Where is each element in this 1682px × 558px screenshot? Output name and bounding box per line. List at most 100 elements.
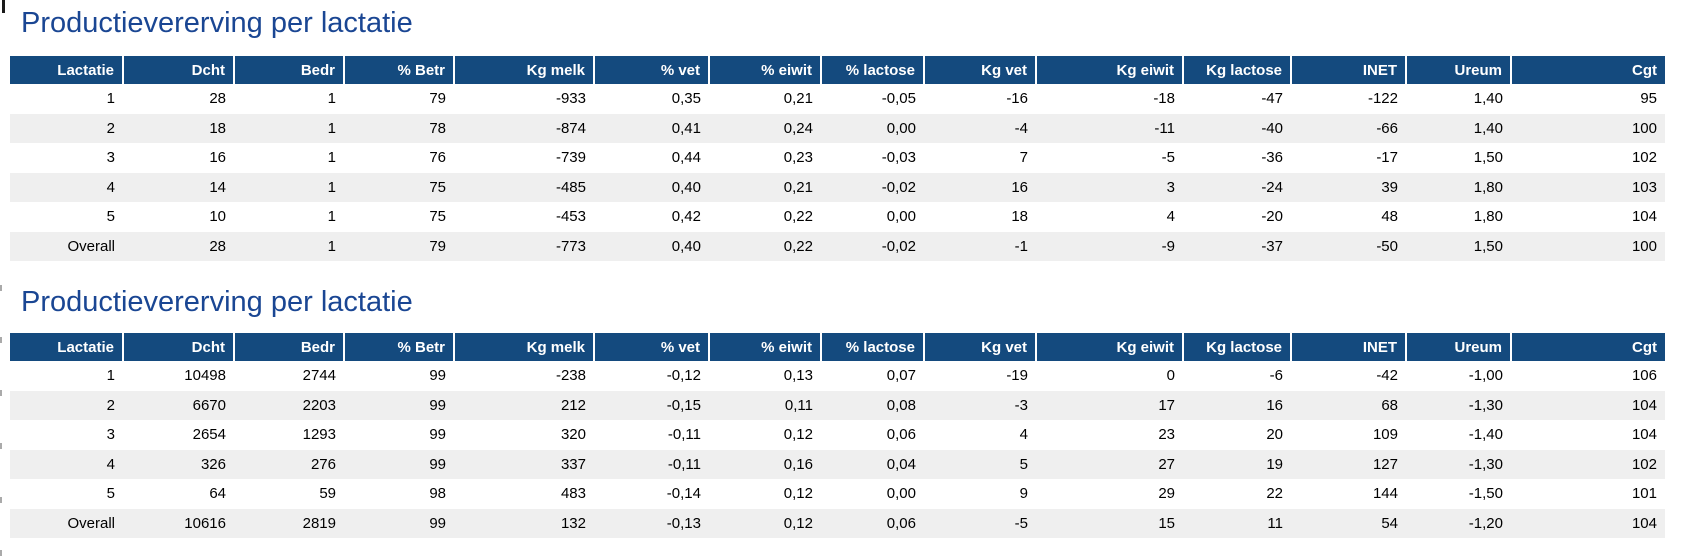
table-cell: -4: [1014, 119, 1028, 137]
table-cell: -0,11: [667, 455, 701, 473]
lactation-production-table-2: Lactatie Dcht Bedr% Betr Kg melk% vet% eiwi…: [10, 333, 1665, 538]
table-cell: 1: [327, 119, 336, 137]
column-header: Kg lactose: [1183, 333, 1292, 361]
scan-corner-artifact: [2, 0, 5, 13]
table-cell: -238: [555, 367, 586, 385]
table-cell: 27: [1158, 455, 1175, 473]
row-label: 3: [106, 426, 115, 444]
table-cell: 2819: [302, 514, 336, 532]
column-header: Lactatie: [10, 56, 124, 84]
table-cell: 2744: [302, 367, 336, 385]
row-label: 2: [106, 396, 115, 414]
table-cell: 0,24: [783, 119, 813, 137]
table-cell: 0,21: [783, 90, 813, 108]
table-row: 2 6670 2203 99 212 -0,15 0,11 0,08 -3 17 16 68 -1,30…: [10, 390, 1665, 420]
table-cell: -0,05: [881, 90, 916, 108]
table-row: Overall 28 1 79 -773 0,40 0,22 -0,02 -1 -9 -37 -50 1…: [10, 231, 1665, 261]
table-cell: 98: [429, 485, 446, 503]
table-cell: -1,30: [1468, 455, 1503, 473]
table-cell: 104: [1631, 396, 1657, 414]
table-cell: 1: [327, 149, 336, 167]
table-cell: 102: [1631, 149, 1657, 167]
table-cell: 0,41: [671, 119, 701, 137]
table-cell: 1,80: [1473, 178, 1503, 196]
column-header: % eiwit: [709, 56, 822, 84]
table-cell: 1: [327, 208, 336, 226]
table-cell: 68: [1381, 396, 1398, 414]
row-label: 5: [106, 208, 115, 226]
table-cell: 0,08: [886, 396, 916, 414]
table-cell: 0,00: [886, 208, 916, 226]
table-row: 5 10 1 75 -453 0,42 0,22 0,00 18 4 -20 48 1,80 104: [10, 202, 1665, 232]
table-cell: 276: [310, 455, 336, 473]
table-cell: 0,00: [886, 485, 916, 503]
table-cell: 16: [209, 149, 226, 167]
table-cell: -485: [555, 178, 586, 196]
table-cell: -1,40: [1468, 426, 1503, 444]
column-header: % lactose: [821, 56, 925, 84]
table-cell: -5: [1014, 514, 1028, 532]
table-cell: 0,12: [783, 514, 813, 532]
table-cell: 7: [1019, 149, 1028, 167]
table-cell: 212: [560, 396, 586, 414]
table-cell: -19: [1006, 367, 1028, 385]
row-label: 1: [106, 367, 115, 385]
table-cell: -0,12: [666, 367, 701, 385]
table-cell: -122: [1367, 90, 1398, 108]
table-cell: 483: [560, 485, 586, 503]
table-cell: 76: [429, 149, 446, 167]
table-cell: 3: [1166, 178, 1175, 196]
table-cell: 75: [429, 178, 446, 196]
table-cell: 1,40: [1473, 90, 1503, 108]
table-row: 5 64 59 98 483 -0,14 0,12 0,00 9 29 22 144 -1,50 101: [10, 479, 1665, 509]
table-cell: 0,40: [671, 237, 701, 255]
table-cell: 0,44: [671, 149, 701, 167]
column-header: Kg vet: [924, 56, 1037, 84]
row-label: 4: [106, 178, 115, 196]
table-row: 1 10498 2744 99 -238 -0,12 0,13 0,07 -19 0 -6 -42 -1…: [10, 361, 1665, 391]
column-header: Bedr: [234, 333, 345, 361]
table-cell: 0,11: [784, 396, 813, 414]
row-label: 4: [106, 455, 115, 473]
lactation-production-table-1: Lactatie Dcht Bedr% Betr Kg melk% vet% eiwi…: [10, 56, 1665, 261]
column-header: Bedr: [234, 56, 345, 84]
column-header: % Betr: [344, 56, 455, 84]
table-cell: -0,14: [666, 485, 701, 503]
table-cell: 0,06: [886, 514, 916, 532]
table-cell: 78: [429, 119, 446, 137]
table-cell: 1,80: [1473, 208, 1503, 226]
table-cell: 59: [319, 485, 336, 503]
column-header: Kg melk: [454, 333, 595, 361]
table-cell: -24: [1261, 178, 1283, 196]
table-cell: 0,00: [886, 119, 916, 137]
section-lactation-production-1: Productievererving per lactatie Lactatie…: [10, 0, 1682, 261]
table-cell: -874: [555, 119, 586, 137]
page-edge-mark: [0, 337, 2, 343]
table-cell: 0,40: [671, 178, 701, 196]
column-header: INET: [1291, 56, 1407, 84]
table-cell: -1,20: [1468, 514, 1503, 532]
table-cell: 11: [1267, 514, 1283, 532]
table-cell: 1293: [302, 426, 336, 444]
table-cell: 106: [1631, 367, 1657, 385]
table-cell: 2654: [192, 426, 226, 444]
page-edge-mark: [0, 550, 2, 556]
table-cell: -0,15: [666, 396, 701, 414]
row-label: 3: [106, 149, 115, 167]
table-cell: -40: [1261, 119, 1283, 137]
table-row: 2 18 1 78 -874 0,41 0,24 0,00 -4 -11 -40 -66 1,40 100: [10, 113, 1665, 143]
column-header: Cgt: [1511, 333, 1665, 361]
table-row: 1 28 1 79 -933 0,35 0,21 -0,05 -16 -18 -47 -122 1,40…: [10, 84, 1665, 114]
table-cell: 79: [429, 237, 446, 255]
column-header: Cgt: [1511, 56, 1665, 84]
table-cell: -66: [1376, 119, 1398, 137]
page-edge-mark: [0, 285, 2, 291]
table-cell: 99: [429, 426, 446, 444]
table-row: Overall 10616 2819 99 132 -0,13 0,12 0,06 -5 15 11…: [10, 508, 1665, 538]
section-title: Productievererving per lactatie: [21, 286, 413, 318]
table-cell: 23: [1158, 426, 1175, 444]
table-cell: -773: [555, 237, 586, 255]
column-header: Dcht: [123, 56, 235, 84]
table-cell: 5: [1019, 455, 1028, 473]
